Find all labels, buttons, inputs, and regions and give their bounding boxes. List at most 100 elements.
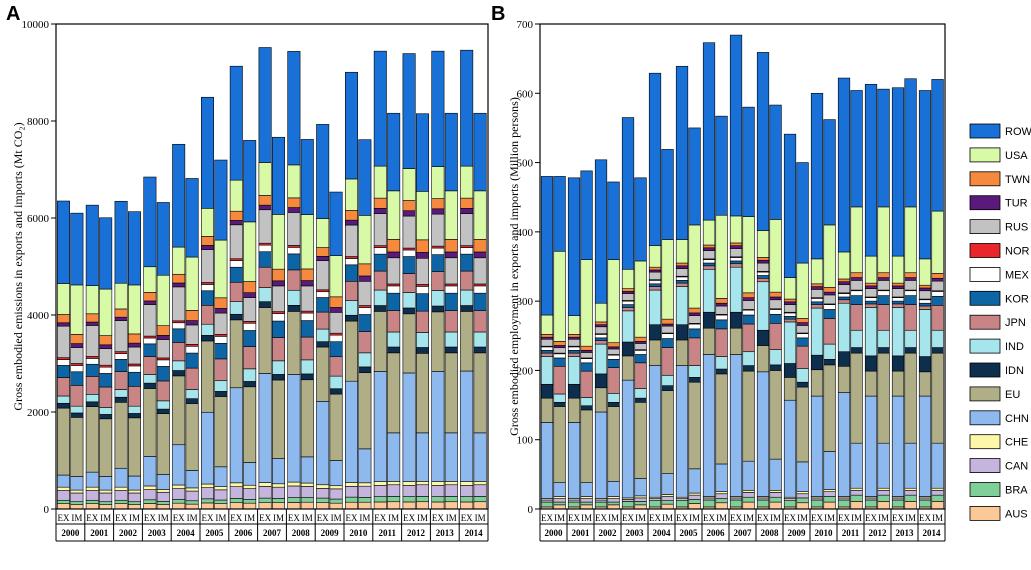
bar-segment-rus-ex-2006 xyxy=(229,224,243,260)
bar-segment-che-ex-2007 xyxy=(258,482,272,487)
bar-segment-rus-ex-2001 xyxy=(567,338,581,347)
bar-segment-mex-ex-2010 xyxy=(810,298,824,303)
sub-label-im: IM xyxy=(187,513,198,523)
bar-segment-row-ex-2010 xyxy=(810,92,824,260)
bar-segment-jpn-ex-2004 xyxy=(172,342,186,362)
bar-segment-twn-ex-2013 xyxy=(891,282,905,287)
bar-segment-can-im-2009 xyxy=(796,493,809,499)
bar-segment-usa-ex-2011 xyxy=(373,165,387,199)
year-label-2009: 2009 xyxy=(321,528,340,538)
bar-segment-bra-im-2008 xyxy=(769,496,782,503)
bar-segment-mex-im-2009 xyxy=(329,334,343,342)
bar-segment-jpn-im-2006 xyxy=(715,328,728,357)
legend-label-rus: RUS xyxy=(1005,222,1028,234)
bar-segment-chn-ex-2010 xyxy=(810,395,824,497)
bar-segment-ind-ex-2006 xyxy=(229,301,243,315)
bar-segment-row-im-2008 xyxy=(769,104,782,220)
bar-segment-ind-ex-2006 xyxy=(702,268,716,313)
year-label-2012: 2012 xyxy=(869,528,888,538)
bar-segment-rus-im-2006 xyxy=(715,305,728,315)
bar-segment-jpn-im-2003 xyxy=(634,362,647,389)
bar-segment-can-im-2001 xyxy=(580,498,593,503)
bar-segment-bra-ex-2003 xyxy=(621,501,635,508)
bar-segment-chn-ex-2003 xyxy=(143,456,157,487)
bar-segment-eu-im-2010 xyxy=(358,372,372,450)
bar-segment-can-im-2013 xyxy=(904,489,917,496)
bar-segment-rus-ex-2000 xyxy=(540,338,554,347)
bar-segment-che-im-2005 xyxy=(688,492,701,496)
bar-segment-usa-im-2014 xyxy=(931,210,944,274)
year-label-2007: 2007 xyxy=(734,528,753,538)
bar-segment-ind-ex-2007 xyxy=(729,266,743,313)
bar-segment-aus-ex-2010 xyxy=(344,501,358,510)
bar-segment-row-im-2008 xyxy=(300,139,314,215)
bar-segment-jpn-im-2012 xyxy=(415,310,429,333)
bar-segment-usa-im-2002 xyxy=(607,259,620,344)
bar-segment-ind-ex-2014 xyxy=(918,309,932,357)
bar-segment-usa-im-2004 xyxy=(185,256,199,311)
bar-segment-can-im-2003 xyxy=(156,491,170,502)
bar-segment-can-im-2004 xyxy=(661,496,674,501)
bar-segment-tur-im-2006 xyxy=(243,292,257,298)
bar-segment-rus-ex-2004 xyxy=(648,271,662,280)
bar-segment-jpn-im-2004 xyxy=(185,367,199,390)
bar-segment-usa-ex-2013 xyxy=(431,166,445,199)
bar-segment-idn-ex-2004 xyxy=(648,324,662,341)
bar-segment-mex-im-2001 xyxy=(99,366,113,374)
bar-segment-chn-ex-2001 xyxy=(85,471,99,488)
bar-segment-row-im-2010 xyxy=(823,119,836,226)
sub-label-ex: EX xyxy=(649,513,661,523)
bar-segment-mex-im-2006 xyxy=(243,322,257,331)
bar-segment-che-im-2010 xyxy=(823,489,836,492)
bar-segment-che-im-2001 xyxy=(580,496,593,499)
bar-segment-usa-ex-2001 xyxy=(567,315,581,335)
bar-segment-tur-im-2001 xyxy=(580,350,593,353)
bar-segment-row-ex-2005 xyxy=(201,96,214,209)
bar-segment-usa-im-2006 xyxy=(715,214,728,299)
bar-segment-twn-im-2009 xyxy=(796,318,809,323)
bar-segment-bra-im-2006 xyxy=(243,498,257,504)
bar-segment-twn-ex-2009 xyxy=(783,298,797,303)
bar-segment-aus-im-2003 xyxy=(156,504,170,510)
bar-segment-eu-ex-2007 xyxy=(729,327,743,355)
sub-label-im: IM xyxy=(215,513,226,523)
legend-swatch-can xyxy=(969,458,1001,474)
bar-segment-kor-im-2000 xyxy=(70,371,84,386)
bar-segment-bra-ex-2005 xyxy=(675,500,689,508)
legend-label-aus: AUS xyxy=(1005,508,1028,520)
year-label-2011: 2011 xyxy=(842,528,860,538)
bar-segment-usa-ex-2004 xyxy=(648,245,662,268)
bar-segment-tur-ex-2010 xyxy=(344,219,358,226)
bar-segment-kor-im-2013 xyxy=(904,295,917,305)
bar-segment-chn-ex-2003 xyxy=(621,379,635,499)
bar-segment-tur-im-2012 xyxy=(415,252,429,259)
bar-segment-ind-im-2004 xyxy=(661,374,674,386)
sub-label-im: IM xyxy=(158,513,169,523)
bar-segment-jpn-ex-2006 xyxy=(702,265,716,270)
sub-label-im: IM xyxy=(581,513,592,523)
bar-segment-ind-ex-2009 xyxy=(316,328,330,342)
year-label-2006: 2006 xyxy=(707,528,726,538)
bar-segment-twn-im-2008 xyxy=(769,291,782,298)
bar-segment-row-im-2007 xyxy=(742,106,755,217)
bar-segment-rus-ex-2003 xyxy=(621,293,635,301)
bar-segment-aus-im-2002 xyxy=(127,504,141,510)
bar-segment-usa-ex-2002 xyxy=(594,302,608,323)
bar-segment-idn-im-2007 xyxy=(742,365,755,372)
bar-segment-che-im-2014 xyxy=(473,481,487,486)
bar-segment-nor-ex-2007 xyxy=(258,242,272,246)
bar-segment-che-ex-2009 xyxy=(316,484,330,489)
bar-segment-idn-ex-2008 xyxy=(287,304,301,312)
plot-frame xyxy=(55,23,489,510)
year-label-2011: 2011 xyxy=(378,528,396,538)
bar-segment-row-ex-2000 xyxy=(540,176,554,316)
bar-segment-twn-im-2004 xyxy=(185,310,199,321)
bar-segment-can-im-2014 xyxy=(931,489,944,496)
bar-segment-usa-im-2012 xyxy=(415,191,429,241)
bar-segment-aus-im-2000 xyxy=(70,504,84,510)
bar-segment-jpn-ex-2011 xyxy=(373,270,387,291)
bar-segment-eu-im-2000 xyxy=(553,406,566,483)
bar-segment-bra-im-2004 xyxy=(661,500,674,505)
bar-segment-row-ex-2000 xyxy=(56,200,70,284)
bar-segment-can-im-2002 xyxy=(127,492,141,503)
